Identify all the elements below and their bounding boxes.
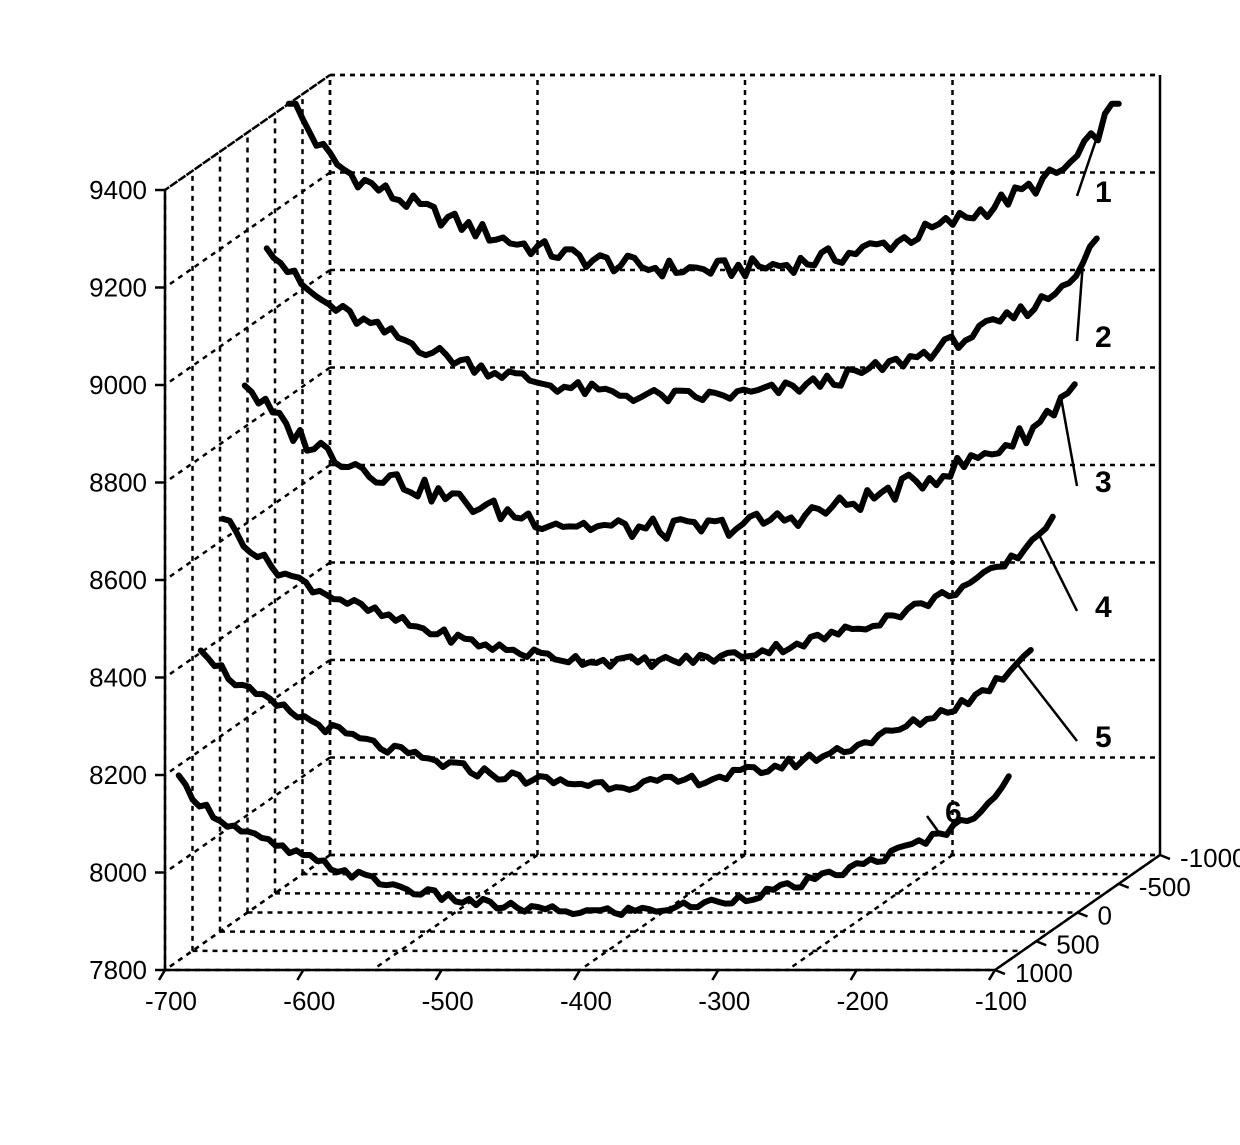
z-axis-ticks: 7800 8000 8200 8400 8600 8800 9000 9200 9400 [89,175,165,985]
x-tick-label: -700 [145,986,197,1016]
y-tick-label: 0 [1098,901,1112,931]
y-tick-label: -500 [1139,872,1191,902]
series-label-6: 6 [945,796,962,829]
z-tick-label: 7800 [89,955,147,985]
series-label-3: 3 [1095,466,1112,499]
series-label-2: 2 [1095,321,1112,354]
series-label-5: 5 [1095,721,1112,754]
z-tick-label: 9400 [89,175,147,205]
x-tick-label: -100 [975,986,1027,1016]
z-tick-label: 8000 [89,858,147,888]
y-axis-ticks: -1000-500 05001000 [995,843,1240,988]
x-tick-label: -400 [560,986,612,1016]
z-tick-label: 9000 [89,370,147,400]
x-tick-label: -500 [422,986,474,1016]
z-tick-label: 9200 [89,273,147,303]
series-label-4: 4 [1095,591,1112,624]
z-tick-label: 8200 [89,760,147,790]
data-series [179,104,1119,915]
series-labels: 1 2 3 4 5 6 [945,176,1112,829]
z-tick-label: 8800 [89,468,147,498]
x-tick-label: -200 [837,986,889,1016]
x-axis-ticks: -700 -600 -500 -400 -300 -200 -100 [145,970,1027,1016]
y-tick-label: -1000 [1180,843,1240,873]
box-outline [165,75,1160,970]
x-tick-label: -300 [698,986,750,1016]
series-label-1: 1 [1095,176,1112,209]
z-tick-label: 8600 [89,565,147,595]
grid-left-wall [165,75,330,970]
three-d-line-chart: 7800 8000 8200 8400 8600 8800 9000 9200 9400 -70… [0,0,1240,1145]
y-tick-label: 1000 [1015,958,1073,988]
x-tick-label: -600 [283,986,335,1016]
y-tick-label: 500 [1056,929,1099,959]
z-tick-label: 8400 [89,663,147,693]
